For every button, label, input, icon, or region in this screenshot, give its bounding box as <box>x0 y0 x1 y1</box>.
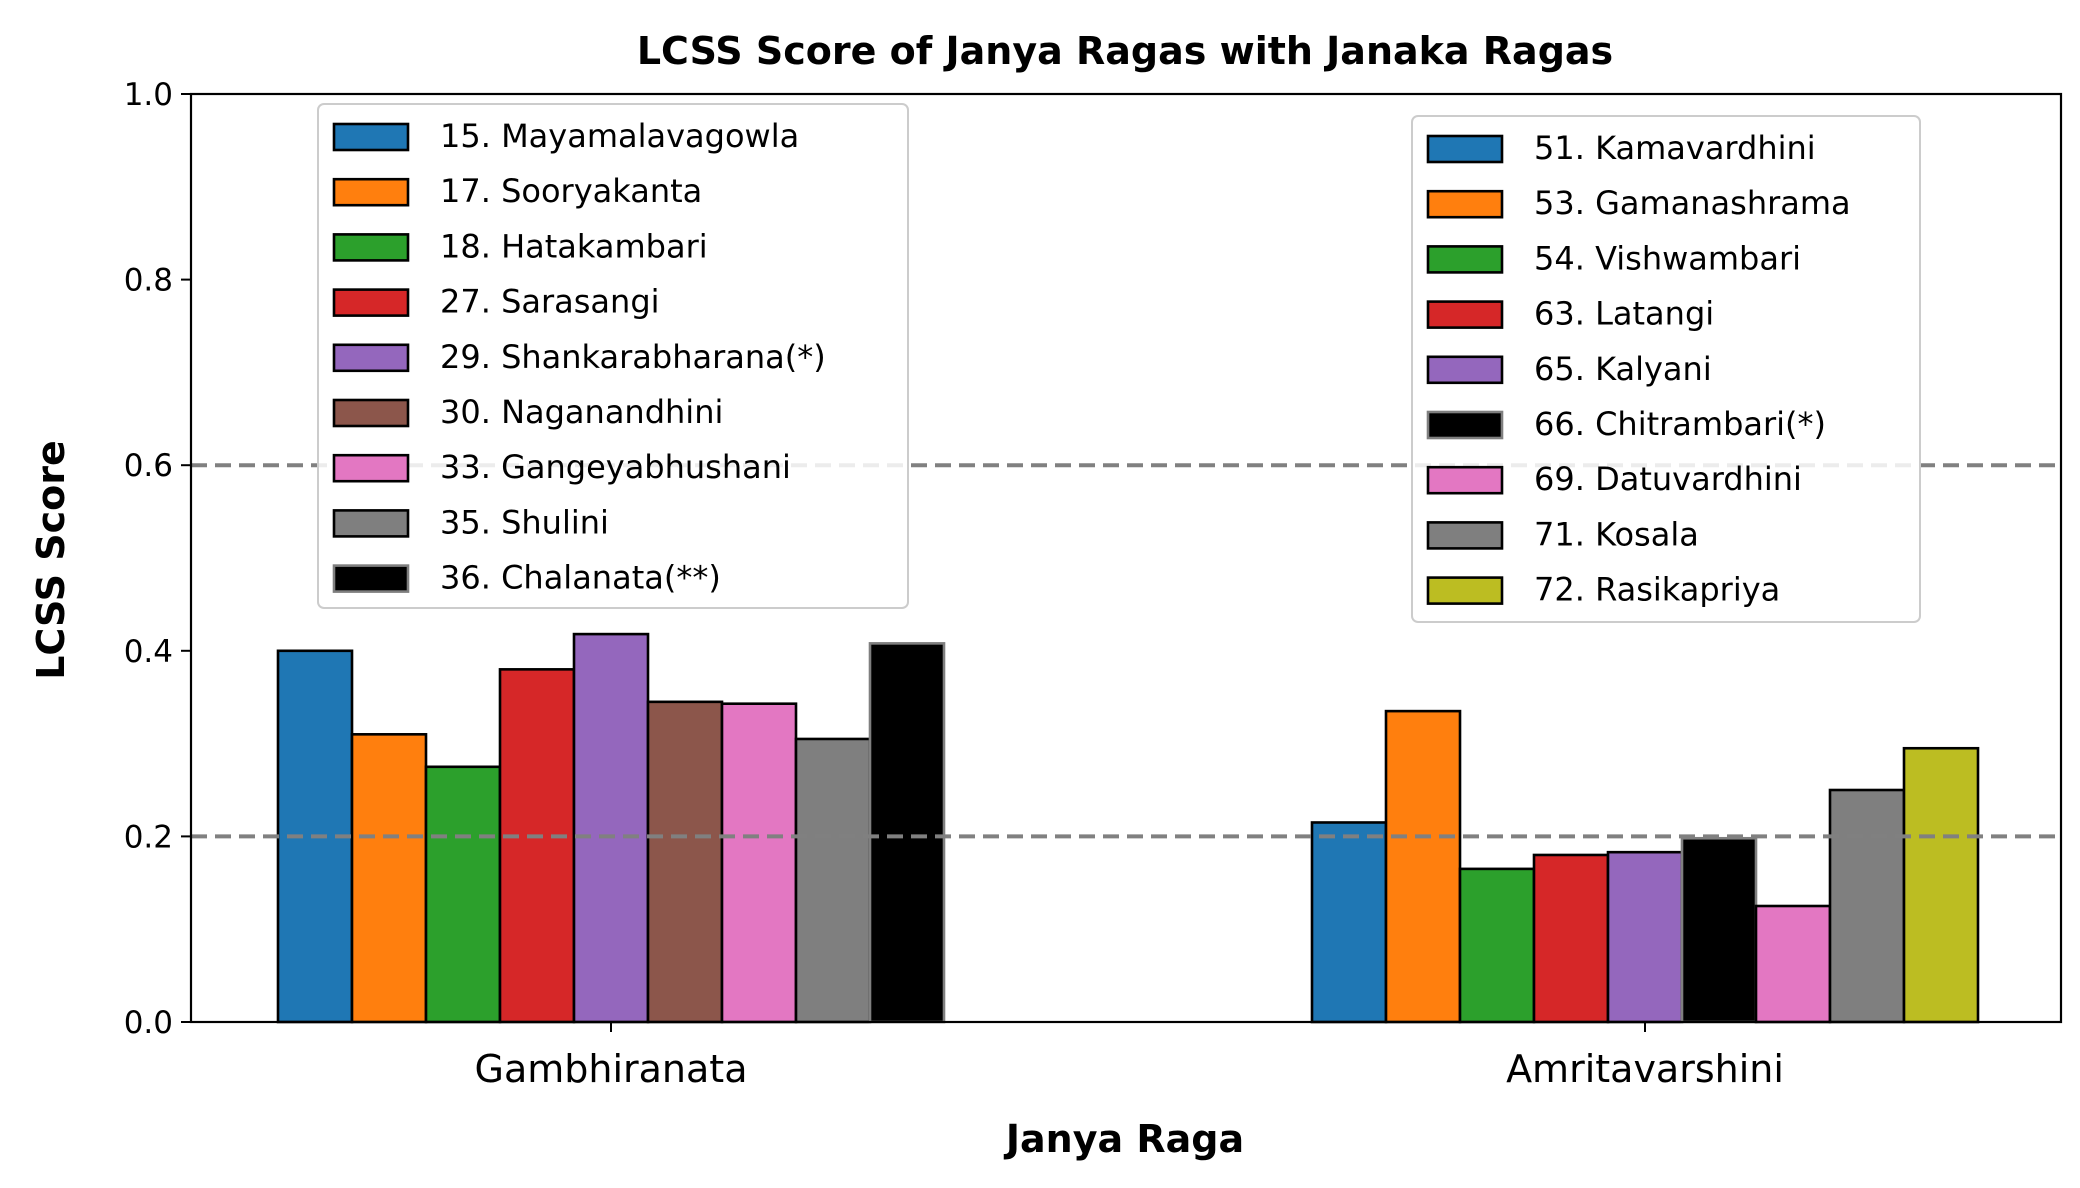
legend-label-0-8: 36. Chalanata(**) <box>440 559 721 597</box>
bar-1-5 <box>1680 836 1758 1024</box>
legend-swatch-0-8 <box>332 564 410 593</box>
y-tick-label-5: 1.0 <box>124 77 173 113</box>
legend-swatch-1-1 <box>1426 189 1504 219</box>
legend-label-0-2: 18. Hatakambari <box>440 227 708 265</box>
bar-1-6 <box>1754 904 1832 1024</box>
legend-swatch-1-7 <box>1426 521 1504 550</box>
bar-0-4 <box>572 632 650 1024</box>
bar-1-3 <box>1532 853 1610 1024</box>
bar-1-1 <box>1384 709 1462 1024</box>
x-tick-label-1: Amritavarshini <box>1506 1047 1784 1091</box>
legend-swatch-1-6 <box>1426 465 1504 495</box>
bar-0-2 <box>424 765 502 1024</box>
legend-label-0-7: 35. Shulini <box>440 503 609 541</box>
plot-area: Gambhiranata Amritavarshini 0.0 0.2 0.4 0.6 0.… <box>124 77 2063 1091</box>
x-tick-label-0: Gambhiranata <box>475 1047 748 1091</box>
legend-frame-0 <box>317 103 909 609</box>
legend-swatch-1-0 <box>1426 134 1504 164</box>
legend-label-1-0: 51. Kamavardhini <box>1534 129 1816 167</box>
bar-1-4 <box>1606 850 1684 1024</box>
legend-frame-1 <box>1411 115 1921 623</box>
chart-title: LCSS Score of Janya Ragas with Janaka Ra… <box>637 29 1613 73</box>
legend-swatch-0-1 <box>332 177 410 207</box>
legend-swatch-0-3 <box>332 288 410 317</box>
legend-swatch-1-4 <box>1426 355 1504 385</box>
bar-0-6 <box>720 702 798 1024</box>
bar-0-3 <box>498 668 576 1024</box>
bar-0-8 <box>868 642 946 1024</box>
legend-swatch-1-8 <box>1426 576 1504 605</box>
bar-1-8 <box>1902 746 1980 1024</box>
legend-swatch-1-5 <box>1426 410 1504 440</box>
bar-0-7 <box>794 737 872 1024</box>
legend-label-1-5: 66. Chitrambari(*) <box>1534 405 1826 443</box>
legend-swatch-0-4 <box>332 343 410 373</box>
legends: 15. Mayamalavagowla 17. Sooryakanta 18. Ha… <box>317 103 1921 623</box>
y-tick-label-1: 0.2 <box>124 819 173 855</box>
y-tick-label-2: 0.4 <box>124 634 173 670</box>
bar-1-2 <box>1458 867 1536 1024</box>
y-tick-label-0: 0.0 <box>124 1005 173 1041</box>
y-tick-label-3: 0.6 <box>124 448 173 484</box>
legend-label-0-5: 30. Naganandhini <box>440 393 723 431</box>
bar-1-7 <box>1828 788 1906 1024</box>
x-axis-label: Janya Raga <box>1003 1117 1244 1161</box>
bar-0-5 <box>646 700 724 1024</box>
legend-label-0-6: 33. Gangeyabhushani <box>440 448 791 486</box>
legend-label-1-2: 54. Vishwambari <box>1534 239 1801 277</box>
legend-swatch-1-2 <box>1426 245 1504 274</box>
legend-label-0-4: 29. Shankarabharana(*) <box>440 338 826 376</box>
legend-label-0-3: 27. Sarasangi <box>440 283 660 321</box>
legend-swatch-1-3 <box>1426 300 1504 329</box>
legend-label-1-6: 69. Datuvardhini <box>1534 460 1802 498</box>
legend-swatch-0-0 <box>332 122 410 152</box>
legend-swatch-0-2 <box>332 233 410 262</box>
legend-swatch-0-6 <box>332 453 410 483</box>
legend-label-1-4: 65. Kalyani <box>1534 350 1712 388</box>
legend-label-1-3: 63. Latangi <box>1534 295 1714 333</box>
legend-label-1-8: 72. Rasikapriya <box>1534 571 1780 609</box>
y-tick-label-4: 0.8 <box>124 263 173 299</box>
legend-label-0-0: 15. Mayamalavagowla <box>440 117 799 155</box>
bar-1-0 <box>1310 821 1388 1024</box>
legend-swatch-0-5 <box>332 398 410 428</box>
legend-label-0-1: 17. Sooryakanta <box>440 172 702 210</box>
legend-label-1-7: 71. Kosala <box>1534 515 1699 553</box>
legend-1: 51. Kamavardhini 53. Gamanashrama 54. Vish… <box>1411 115 1921 623</box>
plot-frame <box>189 92 2063 1024</box>
legend-swatch-0-7 <box>332 509 410 538</box>
y-axis-label: LCSS Score <box>29 440 73 680</box>
legend-label-1-1: 53. Gamanashrama <box>1534 184 1851 222</box>
bar-0-1 <box>350 733 428 1024</box>
legend-0: 15. Mayamalavagowla 17. Sooryakanta 18. Ha… <box>317 103 909 609</box>
